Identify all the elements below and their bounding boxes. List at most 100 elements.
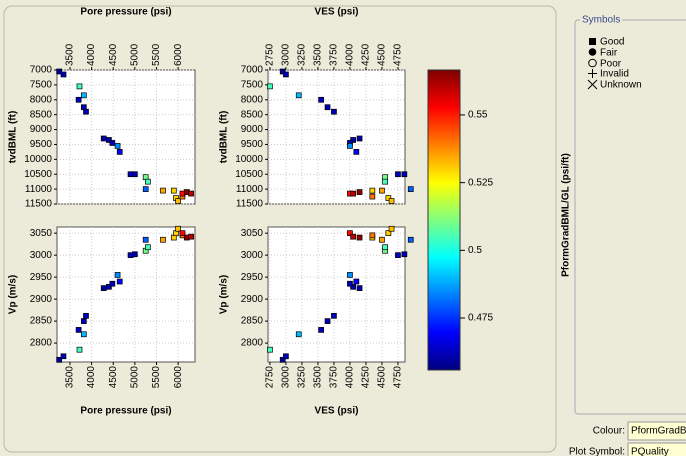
- point: [283, 353, 289, 360]
- point: [109, 280, 116, 287]
- y-tick-label: 2850: [241, 316, 264, 327]
- y-tick-label: 10500: [24, 169, 52, 180]
- point: [347, 230, 353, 237]
- point: [83, 312, 89, 319]
- x-tick-label: 4000: [86, 43, 97, 66]
- field-value[interactable]: PQuality: [631, 447, 669, 456]
- y-tick-label: 2950: [30, 272, 53, 283]
- point: [170, 187, 177, 194]
- point: [407, 186, 414, 192]
- y-tick-label: 8000: [30, 94, 53, 105]
- point: [318, 96, 324, 103]
- point: [267, 83, 273, 90]
- y-tick-label: 3050: [241, 228, 264, 239]
- y-tick-label: 11000: [25, 184, 53, 195]
- x-tick-label: 3500: [65, 366, 76, 389]
- point: [353, 149, 360, 155]
- symbol-plus: [588, 69, 597, 78]
- point: [369, 187, 376, 194]
- point: [188, 233, 194, 240]
- point: [356, 234, 363, 241]
- point: [144, 244, 151, 251]
- point: [407, 236, 414, 243]
- point: [106, 283, 112, 290]
- point: [80, 331, 87, 338]
- x-axis-label: VES (psi): [315, 7, 359, 18]
- point: [175, 225, 181, 232]
- colorbar: [427, 69, 461, 371]
- y-tick-label: 9000: [30, 124, 53, 135]
- point: [116, 278, 123, 285]
- y-tick-label: 11500: [236, 199, 264, 210]
- symbol-label: Unknown: [600, 80, 642, 91]
- y-tick-label: 7500: [241, 80, 264, 91]
- point: [350, 283, 356, 290]
- x-tick-label: 4750: [393, 366, 404, 389]
- x-tick-label: 3750: [329, 366, 340, 389]
- colorbar-tick-label: 0.525: [468, 177, 493, 188]
- x-axis-label: Pore pressure (psi): [80, 7, 171, 18]
- symbols-title: Symbols: [582, 15, 620, 26]
- point: [56, 356, 63, 363]
- point: [350, 233, 356, 240]
- y-tick-label: 10500: [235, 169, 263, 180]
- symbol-label: Fair: [600, 48, 618, 59]
- point: [142, 186, 149, 192]
- x-tick-label: 3750: [329, 43, 340, 66]
- x-tick-label: 6000: [173, 43, 184, 66]
- frame: [3, 5, 557, 453]
- y-tick-label: 9500: [241, 139, 264, 150]
- point: [379, 187, 385, 194]
- point: [369, 232, 376, 239]
- y-tick-label: 7500: [30, 80, 53, 91]
- point: [267, 346, 273, 353]
- field-input[interactable]: [627, 442, 686, 456]
- y-tick-label: 8500: [30, 109, 53, 120]
- point: [356, 285, 363, 291]
- x-tick-label: 3500: [313, 43, 324, 66]
- y-axis-label: tvdBML (ft): [219, 111, 230, 164]
- plot-area: [56, 226, 196, 363]
- y-tick-label: 10000: [235, 154, 263, 165]
- point: [353, 278, 360, 285]
- plot-area: [267, 226, 406, 363]
- x-tick-label: 4500: [108, 43, 119, 66]
- field-input[interactable]: [627, 421, 686, 441]
- point: [100, 135, 107, 142]
- point: [114, 272, 121, 278]
- y-tick-label: 8500: [241, 109, 264, 120]
- y-tick-label: 11000: [236, 184, 264, 195]
- point: [75, 327, 82, 333]
- x-tick-label: 5500: [151, 366, 162, 389]
- x-tick-label: 3500: [65, 43, 76, 66]
- symbol-label: Poor: [600, 59, 622, 70]
- x-tick-label: 4500: [377, 43, 388, 66]
- point: [295, 331, 302, 338]
- field-label: Colour:: [593, 426, 625, 437]
- point: [142, 236, 149, 243]
- point: [350, 137, 356, 143]
- plot-area: [56, 69, 196, 205]
- point: [83, 108, 89, 115]
- point: [160, 236, 166, 243]
- field-value[interactable]: PformGradB...: [631, 426, 686, 437]
- y-tick-label: 3050: [30, 228, 53, 239]
- point: [109, 140, 116, 146]
- x-tick-label: 4500: [108, 366, 119, 389]
- point: [347, 280, 353, 287]
- x-tick-label: 5000: [130, 366, 141, 389]
- colorbar-label: PformGradBML/GL (psi/ft): [561, 153, 572, 277]
- point: [331, 108, 337, 115]
- point: [379, 236, 385, 243]
- point: [295, 92, 302, 99]
- x-tick-label: 2750: [265, 43, 276, 66]
- y-tick-label: 11500: [25, 199, 53, 210]
- y-axis-label: tvdBML (ft): [8, 111, 19, 164]
- y-tick-label: 2850: [30, 316, 53, 327]
- point: [356, 189, 363, 195]
- point: [114, 143, 121, 149]
- y-axis-label: Vp (m/s): [219, 275, 230, 314]
- point: [401, 251, 408, 258]
- point: [324, 318, 331, 324]
